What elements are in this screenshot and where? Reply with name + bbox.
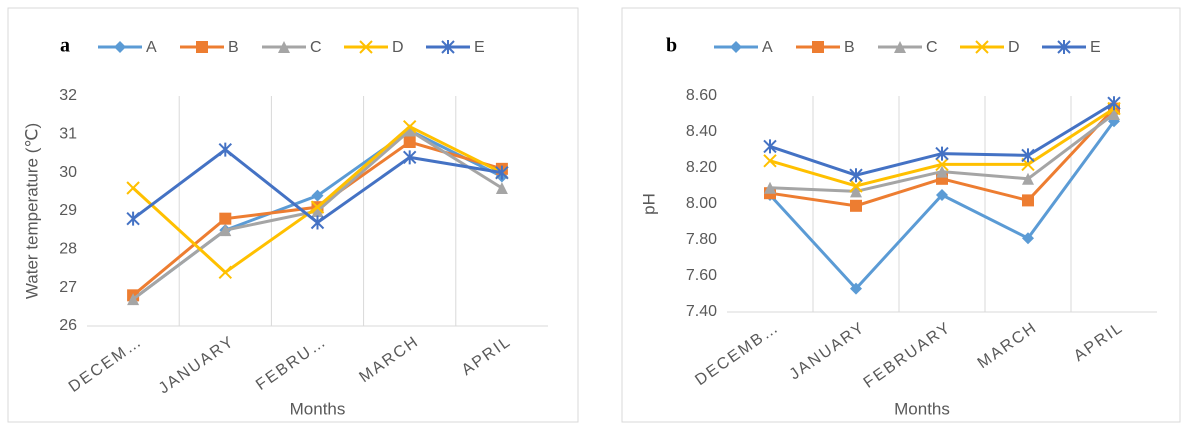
y-tick-label: 32	[59, 87, 77, 104]
marker	[894, 41, 906, 53]
marker	[218, 142, 233, 157]
marker	[126, 181, 140, 195]
x-tick-label: JANUARY	[156, 333, 238, 398]
marker	[311, 205, 324, 217]
marker	[764, 181, 776, 194]
marker	[849, 179, 863, 193]
marker	[1022, 194, 1034, 207]
series-line	[768, 120, 1116, 291]
y-tick-label: 7.40	[686, 303, 717, 320]
marker	[1022, 232, 1034, 245]
marker	[850, 282, 862, 295]
marker	[403, 124, 416, 137]
panel-label: b	[666, 35, 677, 57]
marker	[441, 40, 455, 54]
marker	[936, 189, 948, 201]
x-tick-label: DECEM…	[66, 333, 146, 396]
y-tick-label: 31	[59, 126, 77, 143]
marker	[310, 200, 325, 214]
y-tick-label: 8.40	[686, 123, 717, 140]
marker	[1107, 96, 1121, 111]
marker	[1057, 40, 1071, 54]
marker	[1022, 172, 1034, 185]
marker	[114, 41, 126, 53]
marker	[495, 165, 509, 180]
y-tick-label: 30	[59, 164, 77, 181]
y-tick-label: 27	[59, 279, 77, 296]
legend-label: A	[762, 39, 773, 56]
marker	[730, 41, 742, 53]
marker	[495, 182, 508, 194]
y-axis-title: pH	[639, 193, 658, 215]
marker	[311, 189, 324, 202]
y-tick-label: 7.60	[686, 267, 717, 284]
marker	[850, 185, 862, 198]
legend-label: B	[844, 39, 855, 56]
x-tick-label: APRIL	[1071, 319, 1127, 365]
y-tick-label: 8.20	[686, 159, 717, 176]
marker	[127, 293, 140, 306]
marker	[763, 139, 777, 154]
y-tick-label: 7.80	[686, 231, 717, 248]
y-tick-label: 26	[59, 317, 77, 334]
chart-frame	[621, 7, 1181, 423]
marker	[218, 265, 233, 280]
x-tick-label: FEBRUARY	[861, 319, 955, 392]
y-tick-label: 8.00	[686, 195, 717, 212]
y-axis-title: Water temperature (℃)	[22, 123, 41, 299]
marker	[935, 157, 949, 172]
marker	[219, 212, 232, 225]
y-tick-label: 29	[59, 202, 77, 219]
legend-label: D	[392, 39, 404, 56]
marker	[812, 41, 824, 53]
x-axis-title: Months	[290, 399, 346, 418]
marker	[935, 146, 949, 161]
legend-label: B	[228, 39, 239, 56]
marker	[219, 224, 232, 237]
x-tick-label: JANUARY	[787, 319, 869, 384]
marker	[849, 168, 863, 183]
marker	[196, 41, 208, 53]
legend-label: E	[474, 39, 485, 56]
marker	[359, 40, 373, 54]
marker	[1021, 148, 1035, 163]
panel-label: a	[60, 35, 70, 57]
marker	[402, 119, 417, 134]
y-tick-label: 28	[59, 241, 77, 258]
marker	[975, 40, 989, 54]
chart-frame	[7, 7, 579, 423]
legend-label: E	[1090, 39, 1101, 56]
x-axis-title: Months	[894, 399, 950, 418]
x-tick-label: MARCH	[356, 333, 422, 386]
legend-label: D	[1008, 39, 1020, 56]
x-tick-label: MARCH	[975, 319, 1041, 372]
marker	[936, 165, 948, 178]
legend-label: C	[310, 39, 322, 56]
x-tick-label: FEBRU…	[253, 333, 330, 394]
marker	[278, 41, 290, 53]
x-tick-label: DECEMB…	[692, 319, 782, 389]
legend-label: A	[146, 39, 157, 56]
y-tick-label: 8.60	[686, 87, 717, 104]
marker	[850, 199, 862, 212]
legend-label: C	[926, 39, 938, 56]
marker	[402, 150, 417, 165]
marker	[403, 136, 416, 148]
marker	[763, 154, 777, 168]
marker	[310, 215, 325, 230]
marker	[126, 211, 140, 226]
x-tick-label: APRIL	[459, 333, 515, 379]
marker	[1108, 108, 1120, 120]
